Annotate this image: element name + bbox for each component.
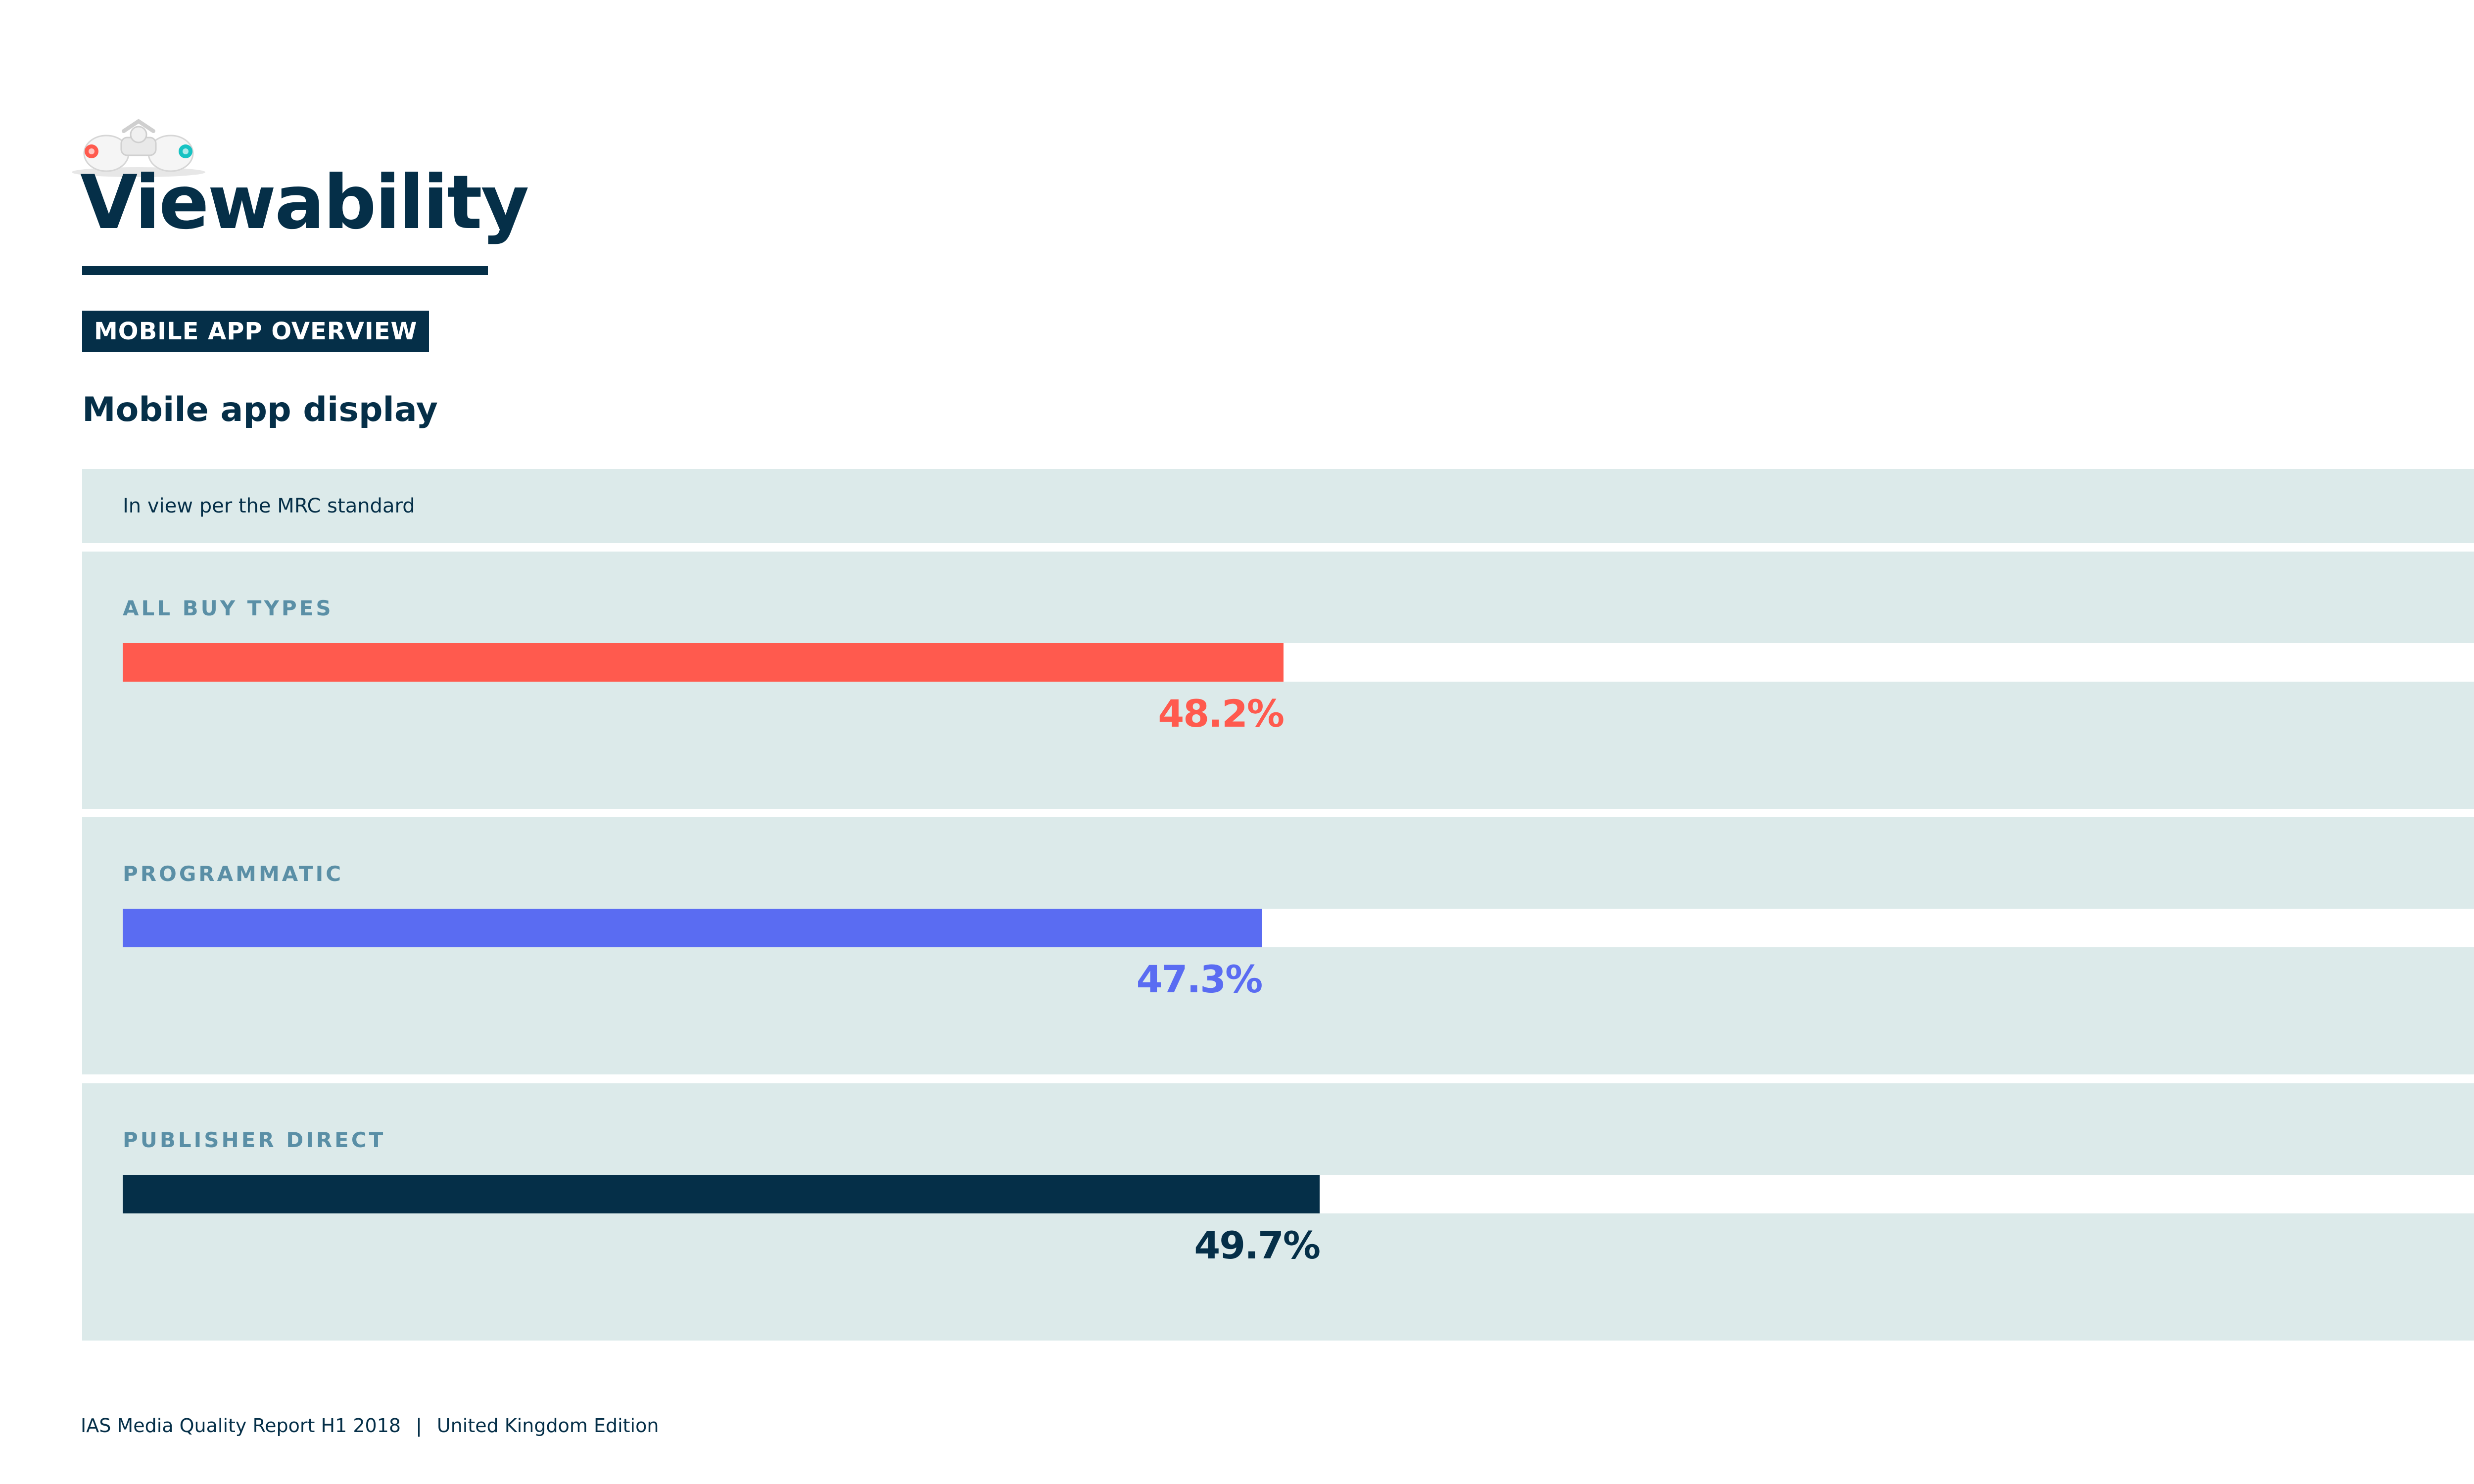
chart-note: In view per the MRC standard [123,495,415,517]
bar-value-label: 48.2% [1158,692,1285,736]
bar-category-label: PUBLISHER DIRECT [123,1128,386,1152]
footer-edition: United Kingdom Edition [436,1415,659,1437]
bar-track [123,643,2474,682]
chart-title: Mobile app display [82,390,438,429]
bar-value-label: 49.7% [1194,1223,1321,1267]
footer-report-name: IAS Media Quality Report H1 2018 [81,1415,401,1437]
title-underline [82,266,488,275]
bar-track [123,1175,2474,1213]
section-badge: MOBILE APP OVERVIEW [82,311,429,352]
bar-row-publisher-direct: PUBLISHER DIRECT 49.7% [82,1083,2474,1341]
bar-row-all-buy-types: ALL BUY TYPES 48.2% [82,552,2474,809]
footer: IAS Media Quality Report H1 2018 | United … [81,1415,659,1437]
chart-note-panel: In view per the MRC standard [82,469,2474,543]
page-title: Viewability [80,160,529,246]
bar-track [123,909,2474,947]
bar-row-programmatic: PROGRAMMATIC 47.3% [82,817,2474,1074]
bar-value-label: 47.3% [1136,957,1263,1001]
bar [123,643,1284,682]
bar-category-label: ALL BUY TYPES [123,596,333,620]
bar [123,1175,1320,1213]
bar-category-label: PROGRAMMATIC [123,862,344,886]
bar [123,909,1262,947]
binoculars-icon [72,119,205,177]
footer-separator: | [416,1415,422,1437]
